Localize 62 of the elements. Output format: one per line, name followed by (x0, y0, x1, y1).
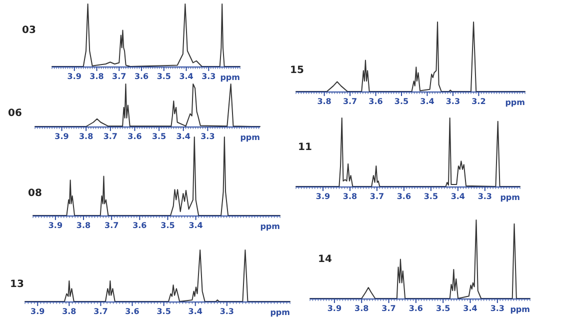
x-tick-label: 3.8 (76, 221, 92, 230)
x-tick-label: 3.6 (125, 307, 140, 316)
x-tick-label: 3.5 (424, 192, 438, 201)
text: 03 (22, 25, 36, 36)
x-tick-label: 3.7 (94, 307, 108, 316)
x-tick-label: 3.4 (420, 97, 435, 106)
x-tick-label: 3.4 (463, 304, 478, 313)
x-tick-label: 3.6 (408, 304, 424, 313)
x-tick-label: 3.6 (132, 221, 148, 230)
x-tick-label: 3.3 (490, 304, 504, 313)
text: 13 (10, 279, 24, 290)
x-tick-label: 3.4 (179, 72, 194, 81)
x-tick-label: 3.5 (394, 97, 410, 106)
x-tick-label: 3.7 (342, 97, 358, 106)
x-tick-label: 3.8 (78, 132, 94, 141)
x-tick-label: 3.7 (370, 192, 384, 201)
x-tick-label: 3.7 (112, 72, 126, 81)
x-tick-label: 3.9 (48, 221, 63, 230)
x-tick-label: 3.6 (396, 192, 412, 201)
x-tick-label: 3.4 (176, 132, 191, 141)
text: 14 (318, 254, 332, 265)
x-axis-title: ppm (260, 222, 280, 231)
x-tick-label: 3.3 (202, 72, 216, 81)
x-tick-label: 3.3 (220, 307, 234, 316)
x-tick-label: 3.3 (200, 132, 215, 141)
x-tick-label: 3.7 (382, 304, 396, 313)
x-tick-label: 3.3 (478, 192, 492, 201)
x-tick-label: 3.9 (30, 307, 46, 316)
x-tick-label: 3.9 (67, 72, 82, 81)
x-tick-label: 3.5 (156, 72, 172, 81)
x-axis-title: ppm (505, 98, 525, 107)
x-tick-label: 3.9 (316, 192, 331, 201)
x-tick-label: 3.2 (472, 97, 486, 106)
x-tick-label: 3.7 (103, 132, 118, 141)
x-axis-title: ppm (270, 308, 290, 317)
x-tick-label: 3.4 (188, 221, 204, 230)
x-tick-label: 3.5 (152, 132, 167, 141)
text: 06 (8, 108, 22, 119)
x-tick-label: 3.6 (368, 97, 384, 106)
x-tick-label: 3.8 (342, 192, 358, 201)
x-tick-label: 3.3 (446, 97, 460, 106)
x-tick-label: 3.8 (62, 307, 77, 316)
x-axis-title: ppm (240, 133, 260, 142)
text: 08 (28, 188, 42, 199)
x-tick-label: 3.8 (354, 304, 370, 313)
x-tick-label: 3.6 (134, 72, 150, 81)
x-tick-label: 3.9 (54, 132, 70, 141)
x-tick-label: 3.7 (104, 221, 119, 230)
x-tick-label: 3.9 (327, 304, 342, 313)
x-tick-label: 3.4 (450, 192, 466, 201)
text: 11 (298, 142, 312, 153)
x-tick-label: 3.5 (160, 221, 176, 230)
x-tick-label: 3.5 (156, 307, 172, 316)
x-axis-title: ppm (220, 73, 240, 82)
x-tick-label: 3.5 (436, 304, 451, 313)
x-axis-title: ppm (500, 193, 520, 202)
x-tick-label: 3.8 (90, 72, 104, 81)
x-tick-label: 3.8 (317, 97, 332, 106)
x-tick-label: 3.6 (128, 132, 142, 141)
x-axis-title: ppm (510, 305, 530, 314)
text: 15 (290, 65, 304, 76)
x-tick-label: 3.4 (188, 307, 203, 316)
